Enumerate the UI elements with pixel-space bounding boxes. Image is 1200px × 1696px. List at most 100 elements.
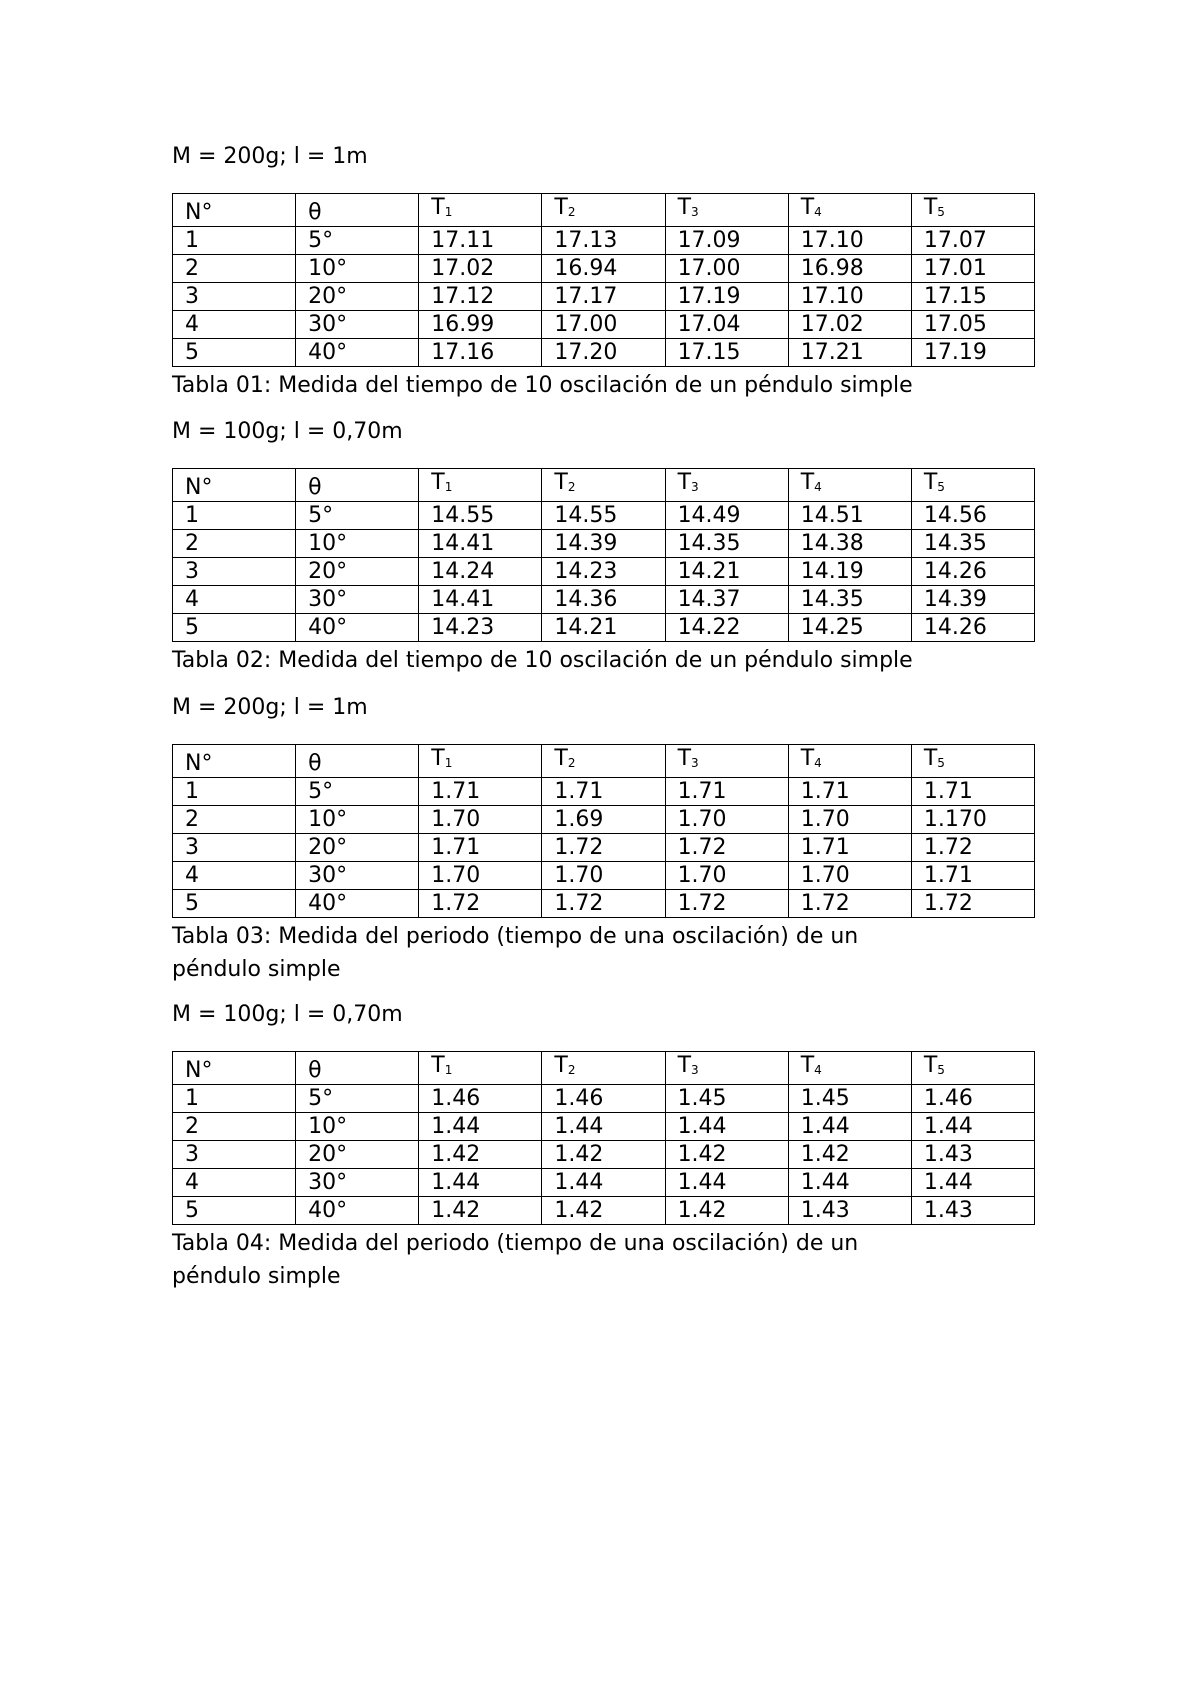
table-cell: 1.70 [787, 861, 912, 890]
table-row: 1 5° 17.11 17.13 17.09 17.10 17.07 [171, 226, 1036, 255]
table-cell: 14.22 [664, 613, 789, 642]
table-cell: 14.21 [664, 557, 789, 586]
table-1-caption: Tabla 01: Medida del tiempo de 10 oscila… [172, 373, 913, 398]
table-cell: 1.44 [910, 1112, 1036, 1141]
table-cell: 14.26 [910, 557, 1036, 586]
column-header: θ [295, 468, 420, 502]
table-cell: 17.20 [541, 338, 666, 367]
table-cell: 14.23 [541, 557, 666, 586]
table-cell: 16.94 [541, 254, 666, 283]
table-row: 4 30° 14.41 14.36 14.37 14.35 14.39 [171, 585, 1036, 614]
table-cell: 3 [171, 1140, 297, 1169]
table-1: N° θ T1 T2 T3 T4 T5 1 5° 17.11 17.13 17.09 17.10 17.0… [171, 193, 1036, 367]
table-cell: 17.11 [418, 226, 543, 255]
table-cell: 10° [295, 1112, 420, 1141]
table-cell: 17.09 [664, 226, 789, 255]
column-header: T2 [541, 193, 666, 227]
column-header: N° [171, 744, 297, 778]
column-header: T5 [910, 468, 1036, 502]
table-4: N° θ T1 T2 T3 T4 T5 1 5° 1.46 1.46 1.45 1.45 1.46 2 10°… [171, 1051, 1036, 1225]
table-cell: 1.69 [541, 805, 666, 834]
table-cell: 1.72 [910, 833, 1036, 862]
table-cell: 14.35 [910, 529, 1036, 558]
table-cell: 5 [171, 889, 297, 918]
table-cell: 1 [171, 501, 297, 530]
table-row: 4 30° 16.99 17.00 17.04 17.02 17.05 [171, 310, 1036, 339]
table-cell: 1.42 [541, 1196, 666, 1225]
table-cell: 1.44 [664, 1112, 789, 1141]
table-3-caption: Tabla 03: Medida del periodo (tiempo de … [172, 924, 859, 982]
table-row: 1 5° 1.46 1.46 1.45 1.45 1.46 [171, 1084, 1036, 1113]
table-cell: 1.44 [418, 1112, 543, 1141]
table-cell: 1.43 [910, 1196, 1036, 1225]
table-cell: 5° [295, 501, 420, 530]
column-header: T3 [664, 1051, 789, 1085]
table-cell: 14.37 [664, 585, 789, 614]
table-3: N° θ T1 T2 T3 T4 T5 1 5° 1.71 1.71 1.71 1.71 1.71 2 10°… [171, 744, 1036, 918]
table-row: 3 20° 1.71 1.72 1.72 1.71 1.72 [171, 833, 1036, 862]
table-cell: 17.17 [541, 282, 666, 311]
table-cell: 17.00 [664, 254, 789, 283]
column-header: T4 [787, 193, 912, 227]
table-cell: 1.71 [910, 861, 1036, 890]
table-2-heading: M = 100g; l = 0,70m [172, 419, 403, 444]
column-header: θ [295, 1051, 420, 1085]
table-cell: 14.39 [910, 585, 1036, 614]
column-header: T2 [541, 1051, 666, 1085]
column-header: N° [171, 193, 297, 227]
column-header: T2 [541, 744, 666, 778]
table-cell: 1.72 [541, 889, 666, 918]
header-row: N° θ T1 T2 T3 T4 T5 [171, 468, 1036, 502]
table-2: N° θ T1 T2 T3 T4 T5 1 5° 14.55 14.55 14.49 14.51 14.5… [171, 468, 1036, 642]
column-header: T2 [541, 468, 666, 502]
table-cell: 14.24 [418, 557, 543, 586]
table-cell: 14.41 [418, 529, 543, 558]
table-cell: 1.70 [418, 861, 543, 890]
column-header: T1 [418, 744, 543, 778]
table-cell: 40° [295, 889, 420, 918]
table-cell: 3 [171, 557, 297, 586]
table-4-heading: M = 100g; l = 0,70m [172, 1002, 403, 1027]
table-cell: 1.44 [418, 1168, 543, 1197]
table-cell: 1.42 [664, 1140, 789, 1169]
table-row: 5 40° 1.72 1.72 1.72 1.72 1.72 [171, 889, 1036, 918]
table-2-caption: Tabla 02: Medida del tiempo de 10 oscila… [172, 648, 913, 673]
table-cell: 17.01 [910, 254, 1036, 283]
table-cell: 17.13 [541, 226, 666, 255]
column-header: T3 [664, 468, 789, 502]
table-cell: 1.44 [541, 1168, 666, 1197]
table-cell: 20° [295, 833, 420, 862]
table-3-heading: M = 200g; l = 1m [172, 695, 368, 720]
table-row: 2 10° 1.70 1.69 1.70 1.70 1.170 [171, 805, 1036, 834]
table-cell: 5° [295, 1084, 420, 1113]
table-cell: 1.71 [664, 777, 789, 806]
table-cell: 14.25 [787, 613, 912, 642]
table-cell: 1.71 [541, 777, 666, 806]
table-cell: 10° [295, 529, 420, 558]
table-cell: 17.15 [664, 338, 789, 367]
table-1-heading: M = 200g; l = 1m [172, 144, 368, 169]
table-cell: 4 [171, 585, 297, 614]
table-cell: 1.42 [787, 1140, 912, 1169]
table-cell: 17.16 [418, 338, 543, 367]
table-cell: 4 [171, 1168, 297, 1197]
column-header: θ [295, 193, 420, 227]
table-cell: 5 [171, 613, 297, 642]
table-cell: 14.35 [664, 529, 789, 558]
table-cell: 1.70 [664, 805, 789, 834]
table-cell: 14.21 [541, 613, 666, 642]
column-header: T4 [787, 1051, 912, 1085]
column-header: T4 [787, 468, 912, 502]
table-cell: 2 [171, 1112, 297, 1141]
table-cell: 16.98 [787, 254, 912, 283]
table-cell: 1.42 [664, 1196, 789, 1225]
table-cell: 1.43 [787, 1196, 912, 1225]
table-cell: 17.02 [418, 254, 543, 283]
table-cell: 40° [295, 338, 420, 367]
table-cell: 1.72 [541, 833, 666, 862]
table-cell: 2 [171, 805, 297, 834]
table-cell: 17.19 [910, 338, 1036, 367]
table-cell: 1.44 [787, 1168, 912, 1197]
table-row: 5 40° 17.16 17.20 17.15 17.21 17.19 [171, 338, 1036, 367]
table-cell: 1.71 [418, 777, 543, 806]
